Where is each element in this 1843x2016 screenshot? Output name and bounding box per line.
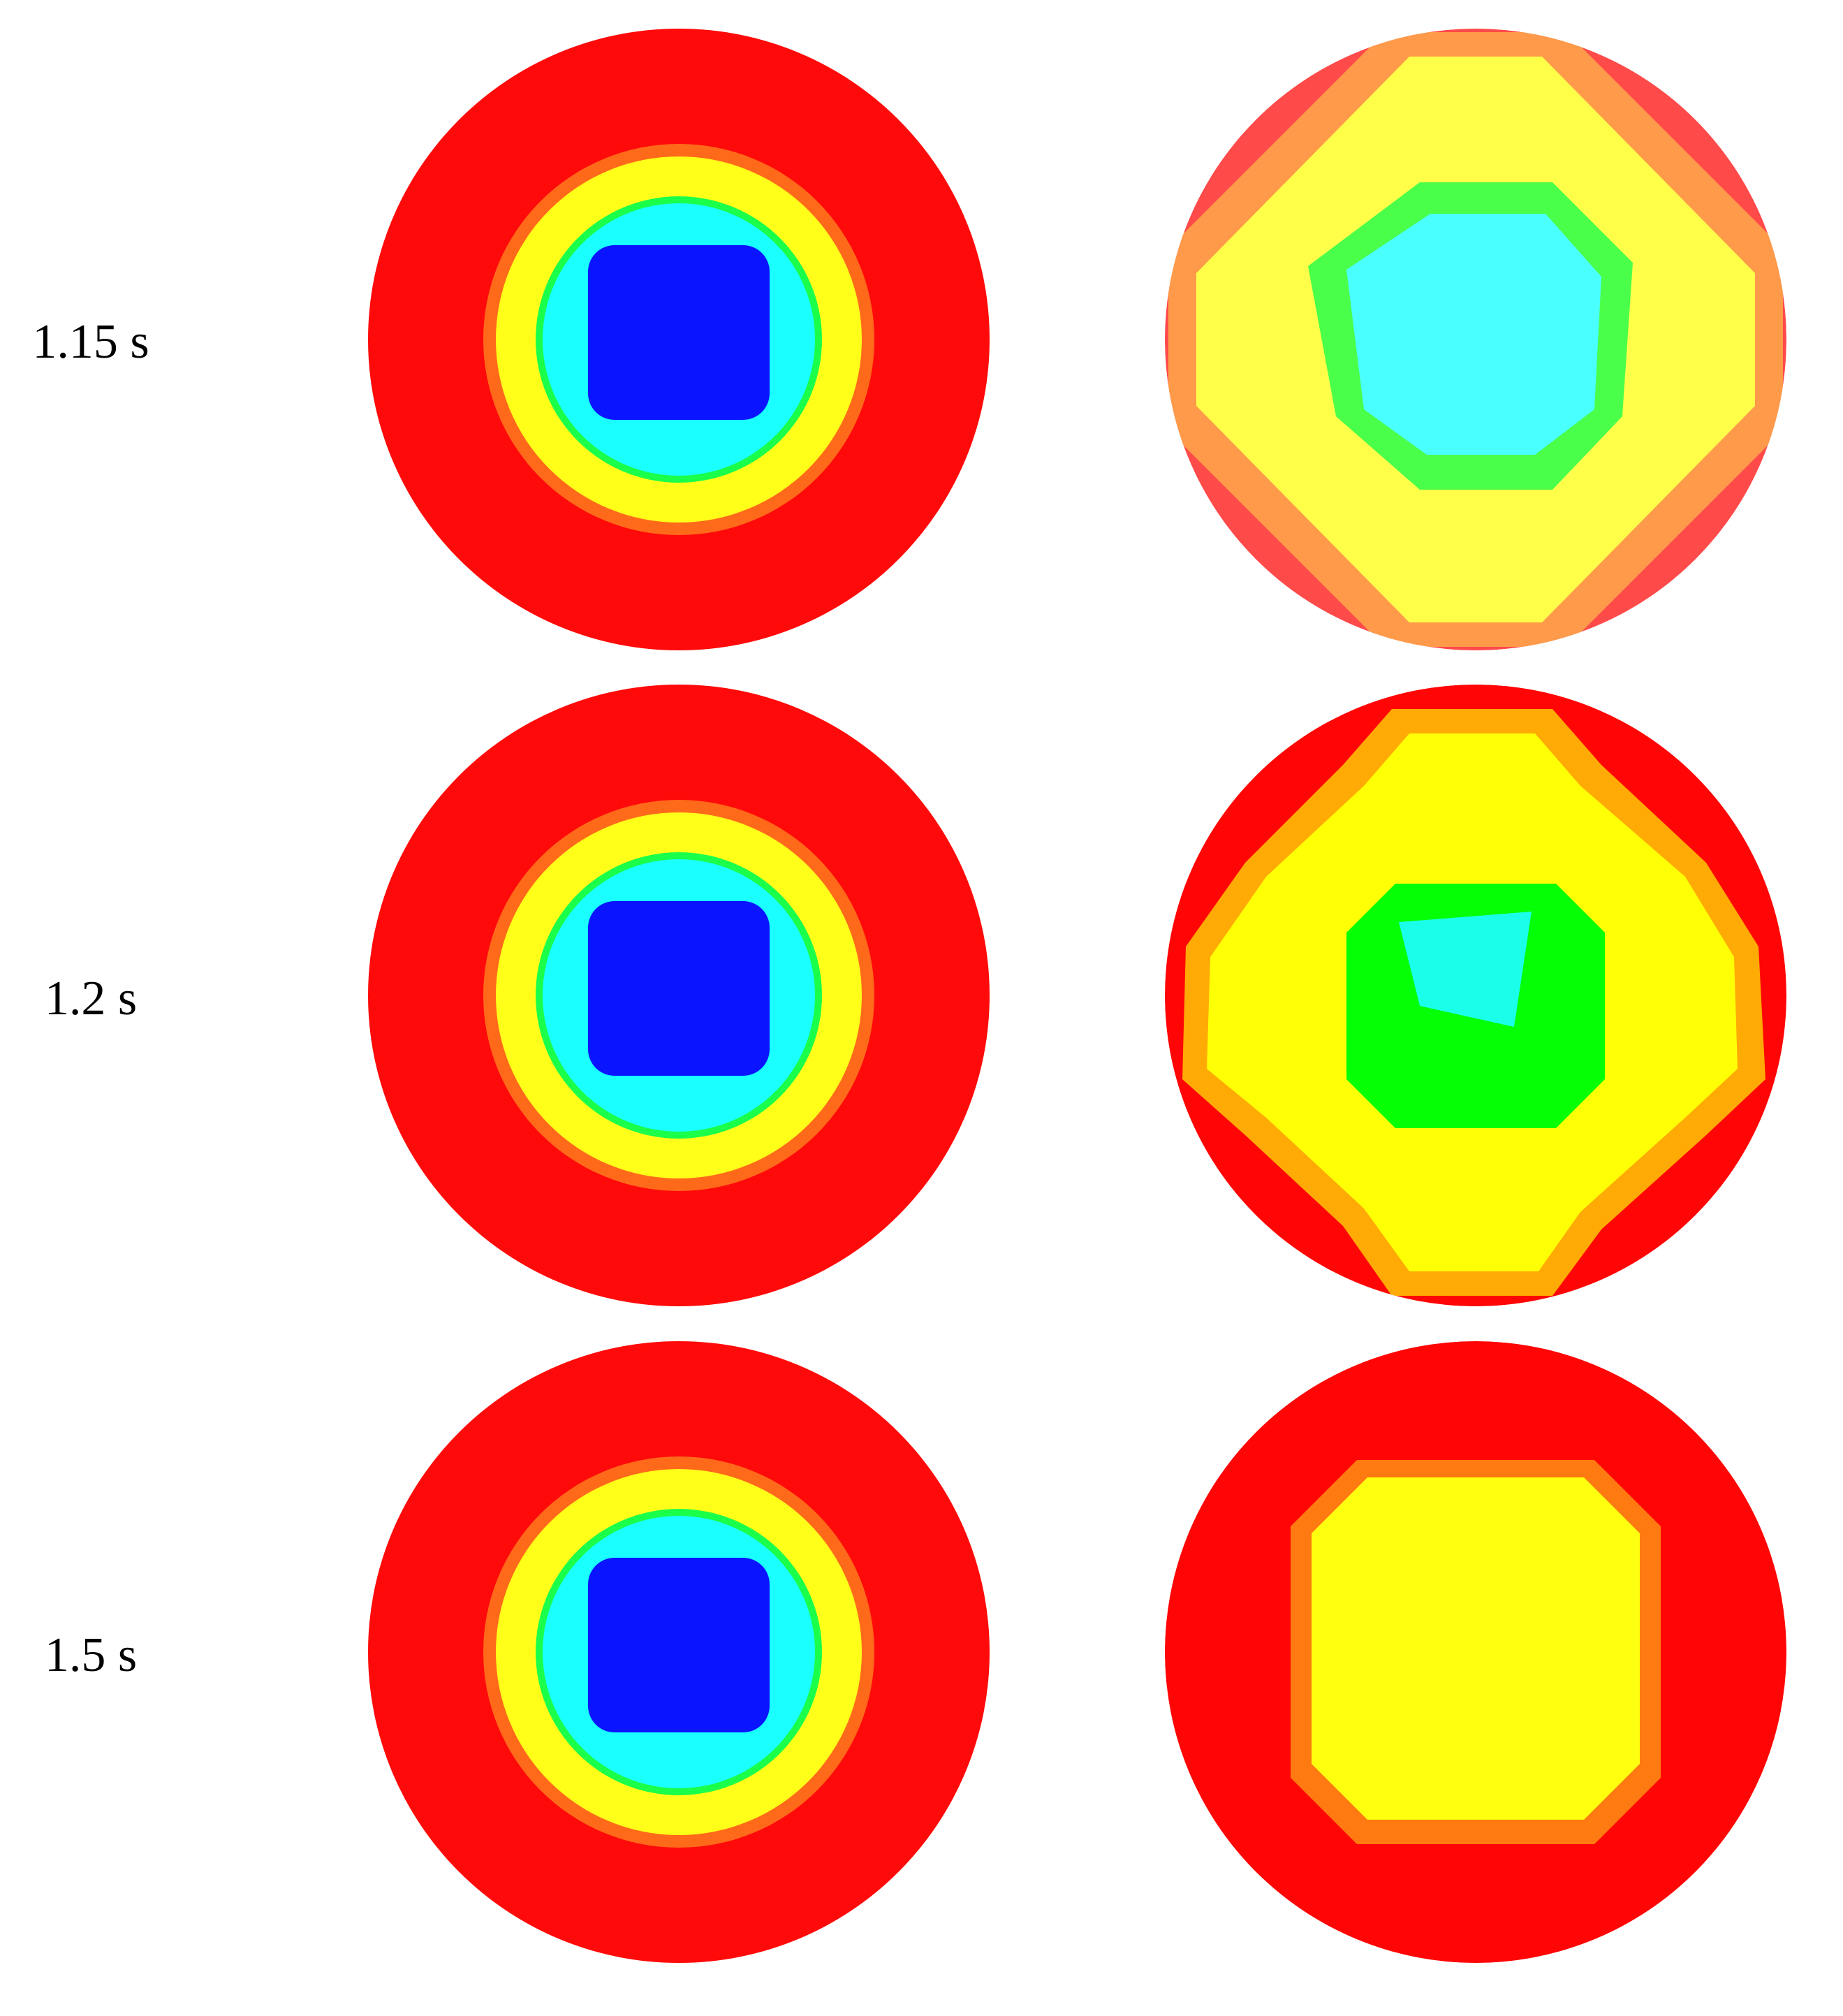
time-label-3: 1.5 s (44, 1628, 138, 1682)
left-contour-square-core-2 (588, 901, 770, 1076)
left-contour-plot-1 (368, 29, 990, 650)
right-contour-quad-core-2 (1399, 912, 1532, 1027)
left-contour-square-core-3 (588, 1558, 770, 1732)
time-label-1: 1.15 s (32, 315, 149, 369)
left-contour-plot-2 (368, 685, 990, 1306)
right-contour-plot-3 (1165, 1341, 1786, 1963)
right-contour-octagon-core-3 (1312, 1477, 1640, 1820)
left-contour-square-core-1 (588, 245, 770, 420)
right-contour-pentagon-core-1 (1346, 214, 1601, 455)
time-label-2: 1.2 s (44, 972, 138, 1025)
right-contour-plot-1 (1165, 29, 1786, 650)
left-contour-plot-3 (368, 1341, 990, 1963)
right-contour-plot-2 (1165, 685, 1786, 1306)
